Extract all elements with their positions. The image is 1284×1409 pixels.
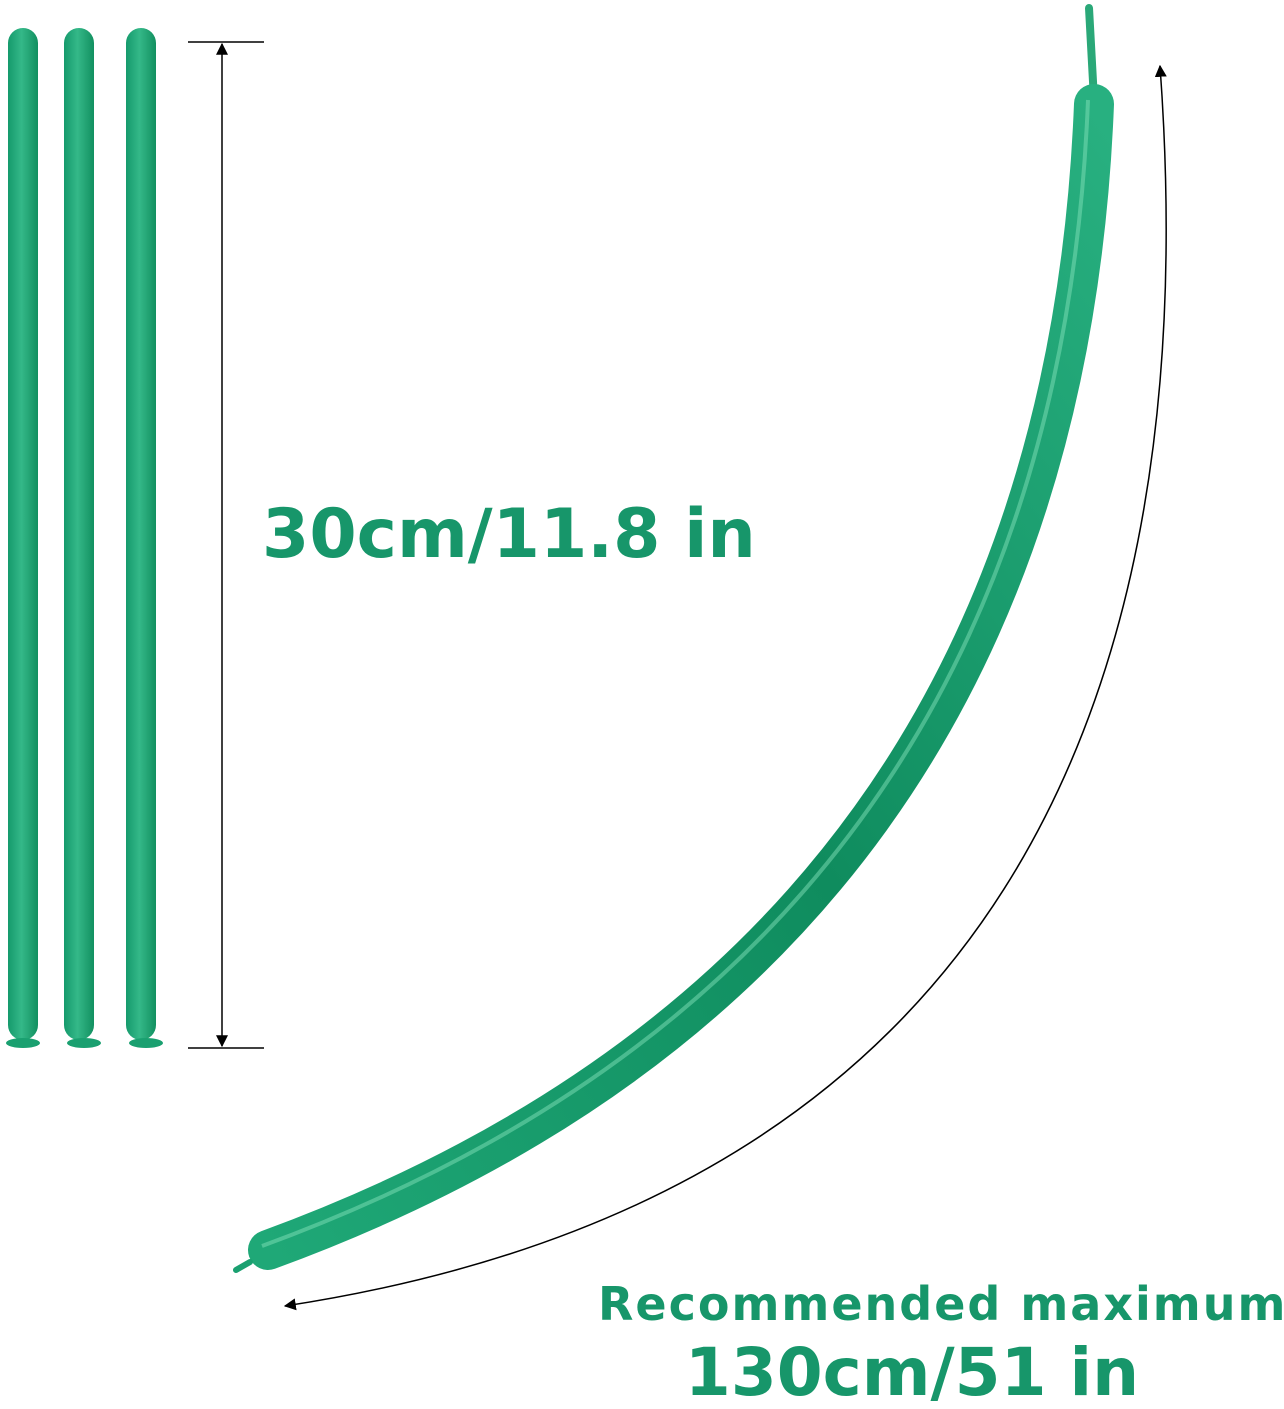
balloon xyxy=(64,28,101,1048)
inflated-balloon xyxy=(233,4,1114,1273)
balloon xyxy=(6,28,40,1048)
short-length-label: 30cm/11.8 in xyxy=(262,495,756,574)
uninflated-balloons xyxy=(6,28,163,1048)
height-dimension xyxy=(188,41,264,1049)
long-length-label: 130cm/51 in xyxy=(685,1334,1139,1409)
recommended-label: Recommended maximum xyxy=(598,1277,1284,1331)
length-arc-arrow xyxy=(283,64,1167,1311)
balloon xyxy=(126,28,163,1048)
